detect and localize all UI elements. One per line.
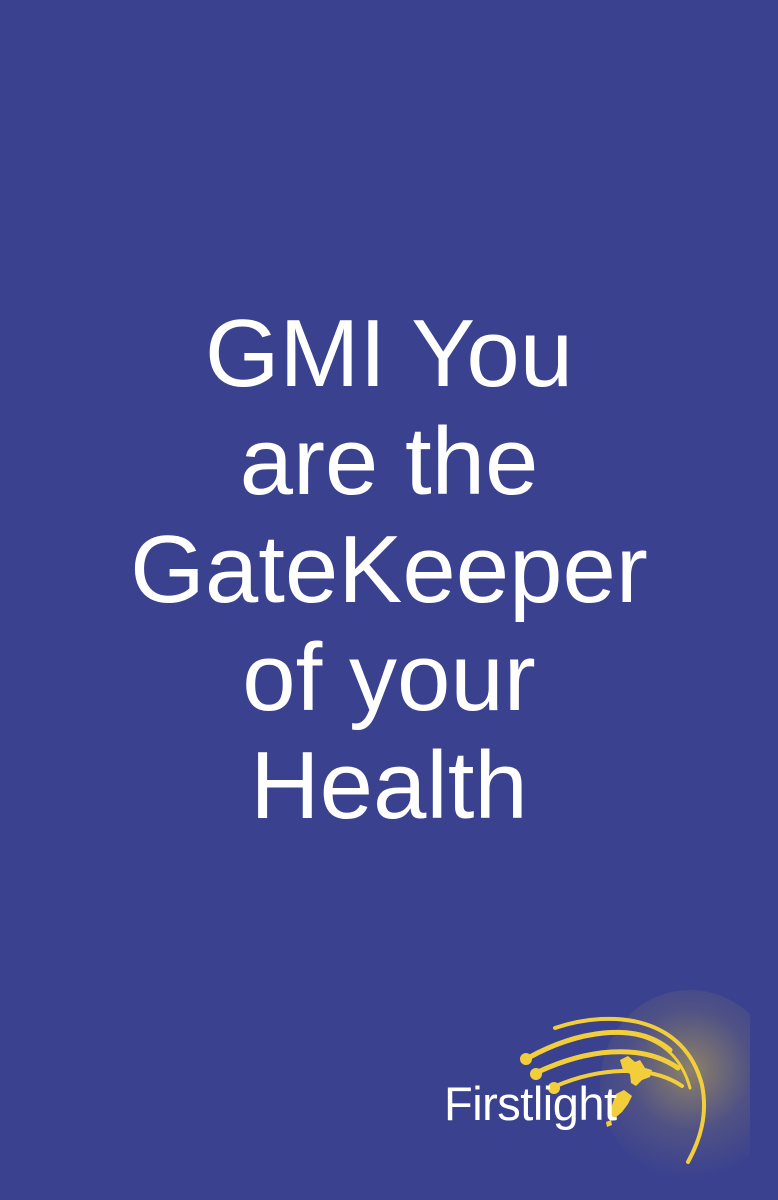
- firstlight-logo: Firstlight: [430, 990, 750, 1180]
- headline-line-1: GMI You: [204, 300, 574, 407]
- headline-line-4: of your: [242, 624, 536, 731]
- light-rays-over-new-zealand-icon: [520, 990, 750, 1180]
- headline: GMI You are the GateKeeper of your Healt…: [40, 300, 738, 840]
- headline-line-2: are the: [239, 408, 539, 515]
- headline-line-3: GateKeeper: [130, 516, 648, 623]
- logo-wordmark: Firstlight: [444, 1077, 617, 1130]
- headline-line-5: Health: [250, 732, 528, 839]
